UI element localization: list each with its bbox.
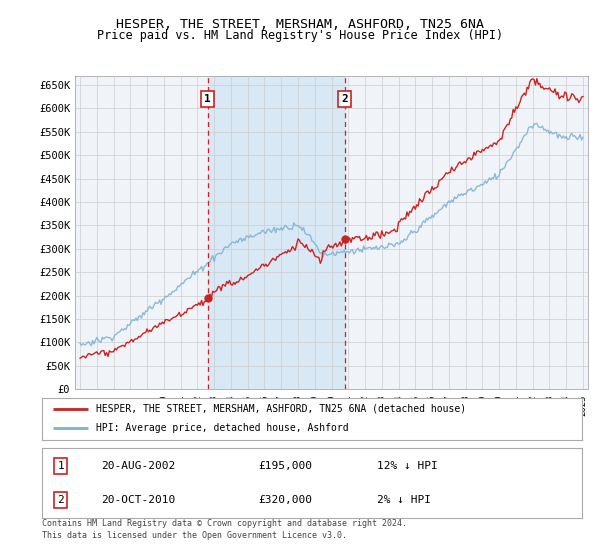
Text: 20-AUG-2002: 20-AUG-2002 [101,461,176,471]
Text: 2: 2 [341,94,348,104]
Text: HESPER, THE STREET, MERSHAM, ASHFORD, TN25 6NA: HESPER, THE STREET, MERSHAM, ASHFORD, TN… [116,18,484,31]
Text: Contains HM Land Registry data © Crown copyright and database right 2024.: Contains HM Land Registry data © Crown c… [42,520,407,529]
Text: 12% ↓ HPI: 12% ↓ HPI [377,461,437,471]
Text: 1: 1 [58,461,64,471]
Text: 1: 1 [205,94,211,104]
Text: This data is licensed under the Open Government Licence v3.0.: This data is licensed under the Open Gov… [42,531,347,540]
Text: HESPER, THE STREET, MERSHAM, ASHFORD, TN25 6NA (detached house): HESPER, THE STREET, MERSHAM, ASHFORD, TN… [96,404,466,414]
Bar [208,76,345,389]
Text: 2% ↓ HPI: 2% ↓ HPI [377,495,431,505]
Text: HPI: Average price, detached house, Ashford: HPI: Average price, detached house, Ashf… [96,423,349,433]
Text: 20-OCT-2010: 20-OCT-2010 [101,495,176,505]
Text: £320,000: £320,000 [258,495,312,505]
Text: £195,000: £195,000 [258,461,312,471]
Text: Price paid vs. HM Land Registry's House Price Index (HPI): Price paid vs. HM Land Registry's House … [97,29,503,42]
Text: 2: 2 [58,495,64,505]
